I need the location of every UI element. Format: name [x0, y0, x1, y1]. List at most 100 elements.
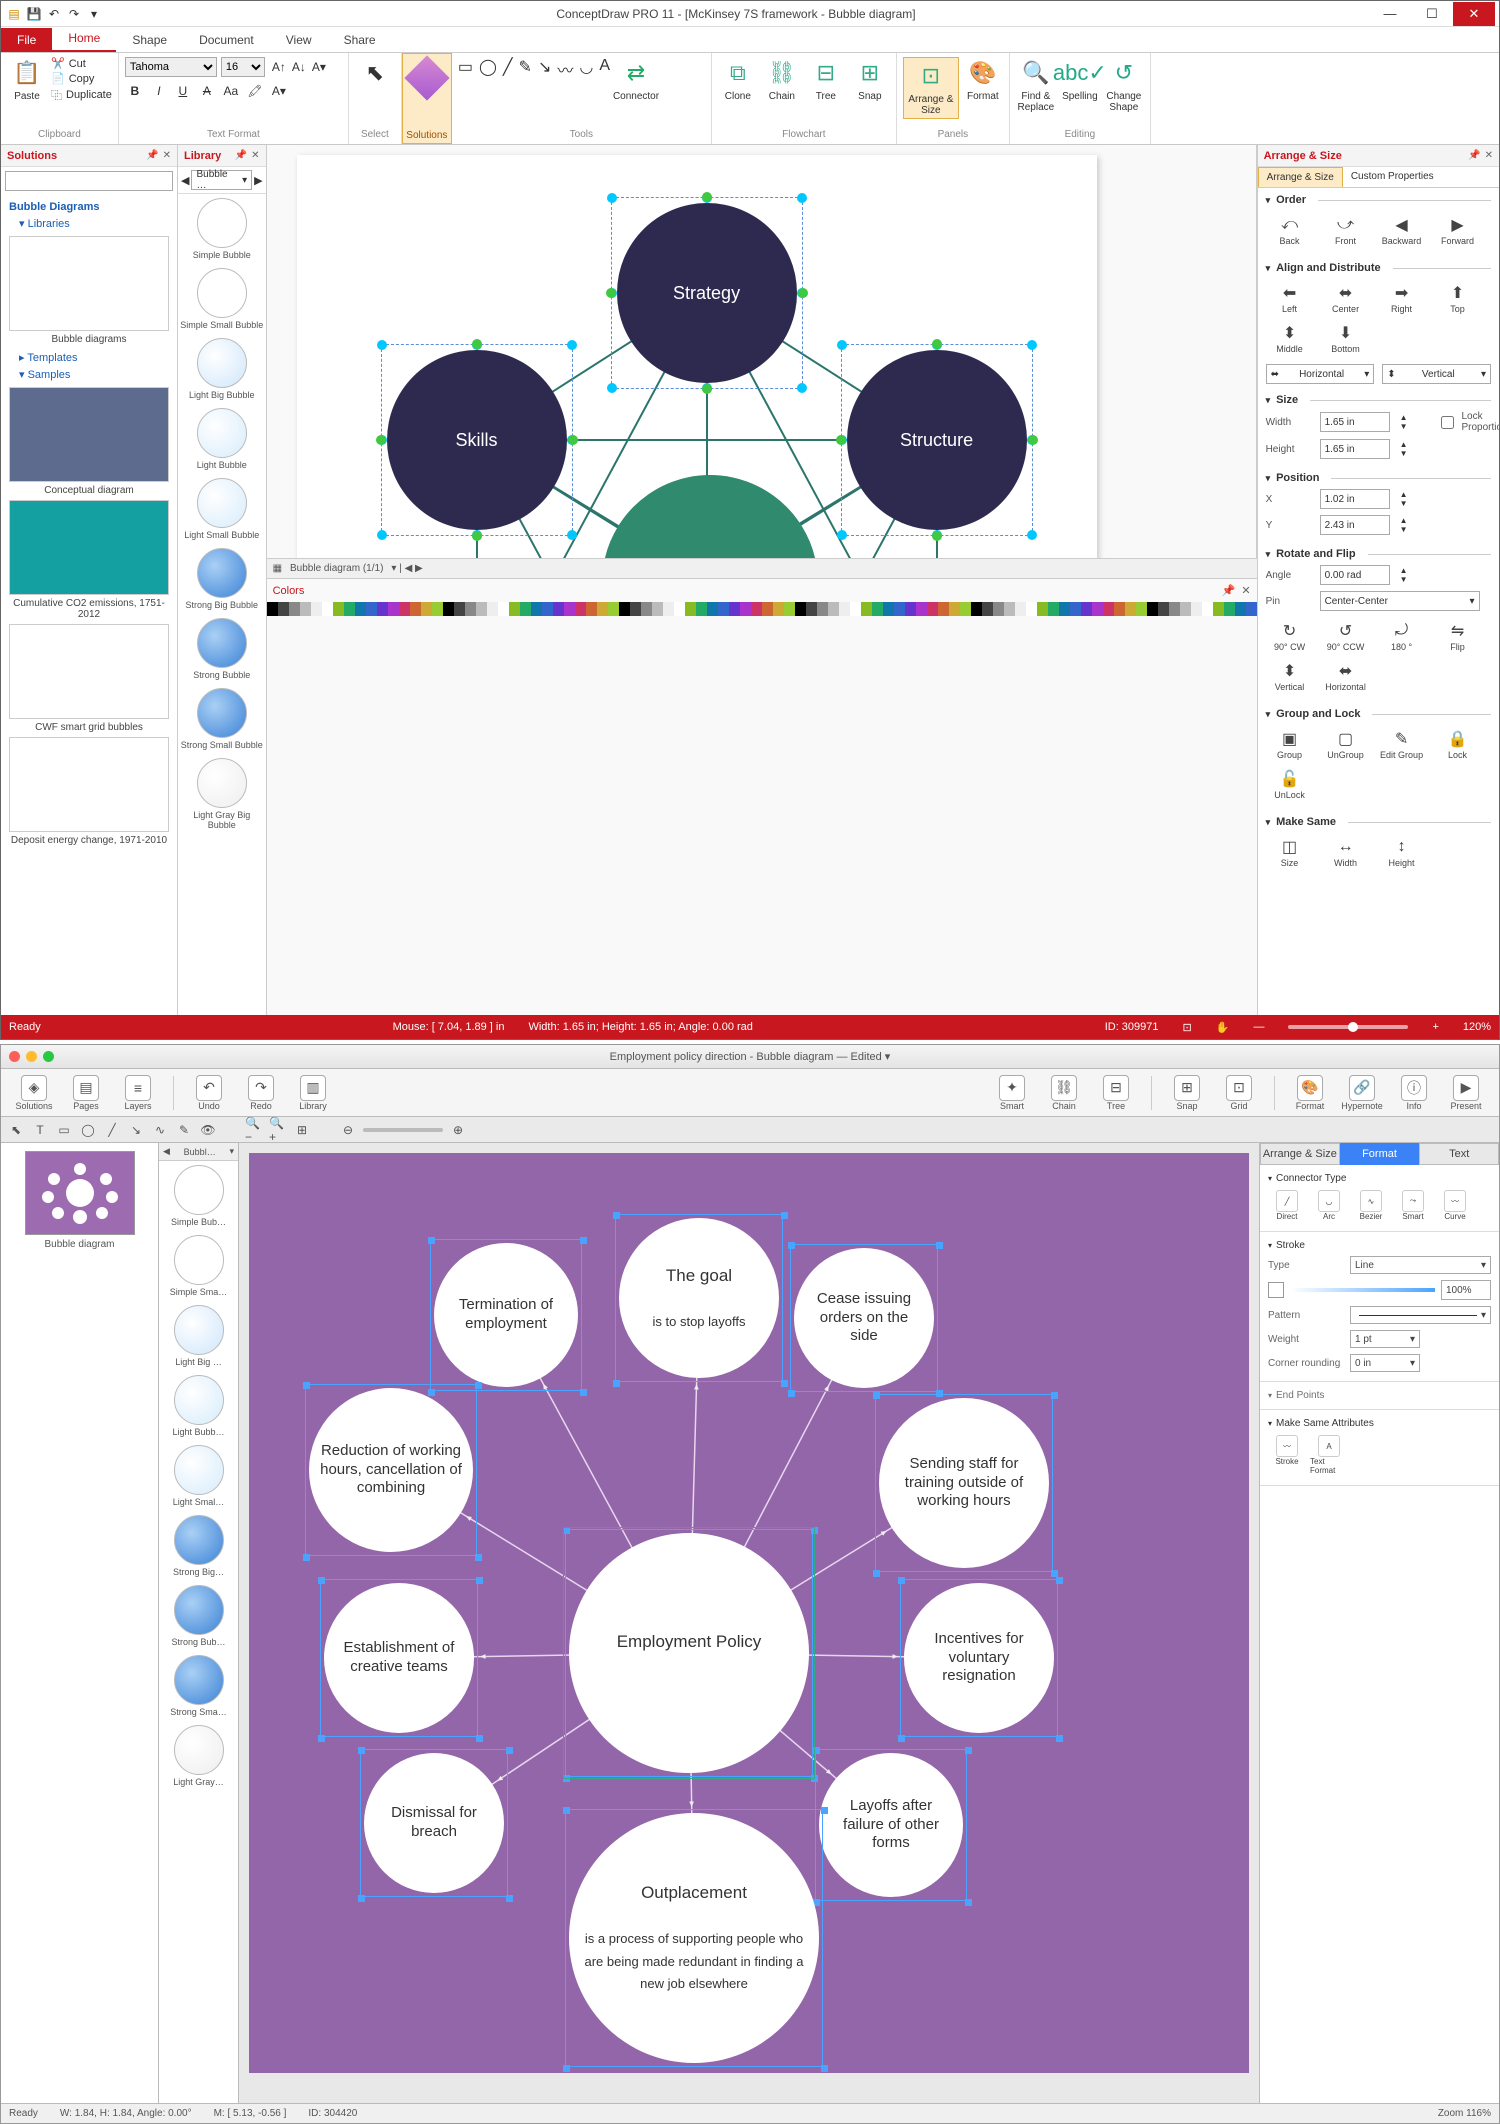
library-item[interactable]: Strong Big Bubble	[178, 544, 266, 614]
make-same-header[interactable]: Make Same	[1266, 814, 1491, 830]
palette-swatch[interactable]	[641, 602, 652, 616]
action-vertical[interactable]: ⬍Vertical	[1266, 660, 1314, 692]
shrink-font-icon[interactable]: A↓	[289, 57, 309, 77]
page-thumb[interactable]	[25, 1151, 135, 1235]
clone-button[interactable]: ⧉Clone	[718, 57, 758, 102]
tb-snap[interactable]: ⊞Snap	[1162, 1075, 1212, 1111]
chain-button[interactable]: ⛓Chain	[762, 57, 802, 102]
palette-swatch[interactable]	[355, 602, 366, 616]
tb-redo[interactable]: ↷Redo	[236, 1075, 286, 1111]
paste-button[interactable]: 📋Paste	[7, 57, 47, 102]
palette-swatch[interactable]	[927, 602, 938, 616]
palette-swatch[interactable]	[993, 602, 1004, 616]
palette-swatch[interactable]	[817, 602, 828, 616]
width-input[interactable]: 1.65 in	[1320, 412, 1390, 432]
action-flip[interactable]: ⇋Flip	[1434, 620, 1482, 652]
palette-swatch[interactable]	[696, 602, 707, 616]
group-solutions[interactable]: Solutions	[402, 53, 452, 144]
tool-cursor-icon[interactable]: ⬉	[7, 1121, 25, 1139]
palette-swatch[interactable]	[1213, 602, 1224, 616]
panel-close-icon[interactable]: ✕	[1485, 150, 1493, 161]
qat-save-icon[interactable]: 💾	[25, 5, 43, 23]
palette-swatch[interactable]	[894, 602, 905, 616]
palette-swatch[interactable]	[443, 602, 454, 616]
library-item[interactable]: Light Big …	[159, 1301, 238, 1371]
lib-prev-icon[interactable]: ◀	[181, 174, 189, 187]
action-backward[interactable]: ◀Backward	[1378, 214, 1426, 246]
palette-swatch[interactable]	[850, 602, 861, 616]
endpoints-header[interactable]: End Points	[1268, 1388, 1491, 1403]
palette-swatch[interactable]	[1048, 602, 1059, 616]
library-item[interactable]: Light Gray…	[159, 1721, 238, 1791]
mr-tab-text[interactable]: Text	[1419, 1143, 1499, 1165]
palette-swatch[interactable]	[366, 602, 377, 616]
library-item[interactable]: Light Smal…	[159, 1441, 238, 1511]
action-smart[interactable]: ⤳Smart	[1394, 1190, 1432, 1221]
library-item[interactable]: Strong Big…	[159, 1511, 238, 1581]
tool-pen-icon[interactable]: ✎	[175, 1121, 193, 1139]
tool-ellipse-icon[interactable]: ◯	[79, 1121, 97, 1139]
sample-thumb[interactable]: Cumulative CO2 emissions, 1751-2012	[9, 500, 169, 620]
tab-view[interactable]: View	[270, 28, 328, 52]
tb-undo[interactable]: ↶Undo	[184, 1075, 234, 1111]
group-lock-header[interactable]: Group and Lock	[1266, 706, 1491, 722]
cut-button[interactable]: ✂️Cut	[51, 57, 112, 70]
palette-swatch[interactable]	[839, 602, 850, 616]
action-arc[interactable]: ◡Arc	[1310, 1190, 1348, 1221]
mr-tab-arrange[interactable]: Arrange & Size	[1260, 1143, 1340, 1165]
palette-swatch[interactable]	[795, 602, 806, 616]
align-header[interactable]: Align and Distribute	[1266, 260, 1491, 276]
tab-document[interactable]: Document	[183, 28, 270, 52]
palette-swatch[interactable]	[608, 602, 619, 616]
close-icon[interactable]: ✕	[1241, 584, 1250, 597]
palette-swatch[interactable]	[806, 602, 817, 616]
mac-min-button[interactable]	[26, 1051, 37, 1062]
action-bottom[interactable]: ⬇Bottom	[1322, 322, 1370, 354]
tree-button[interactable]: ⊟Tree	[806, 57, 846, 102]
palette-swatch[interactable]	[630, 602, 641, 616]
action-top[interactable]: ⬆Top	[1434, 282, 1482, 314]
lib-dropdown[interactable]: Bubble …▾	[191, 170, 252, 190]
action-size[interactable]: ◫Size	[1266, 836, 1314, 868]
tab-file[interactable]: File	[1, 28, 52, 52]
palette-swatch[interactable]	[498, 602, 509, 616]
palette-swatch[interactable]	[1180, 602, 1191, 616]
palette-swatch[interactable]	[1114, 602, 1125, 616]
angle-input[interactable]: 0.00 rad	[1320, 565, 1390, 585]
align-v-dd[interactable]: ⬍ Vertical▾	[1382, 364, 1491, 384]
tb-format[interactable]: 🎨Format	[1285, 1075, 1335, 1111]
qat-more-icon[interactable]: ▾	[85, 5, 103, 23]
tree-libraries[interactable]: Libraries	[1, 215, 177, 232]
pattern-dd[interactable]: ▾	[1350, 1306, 1491, 1324]
palette-swatch[interactable]	[1191, 602, 1202, 616]
palette-swatch[interactable]	[1136, 602, 1147, 616]
action-horizontal[interactable]: ⬌Horizontal	[1322, 660, 1370, 692]
palette-swatch[interactable]	[322, 602, 333, 616]
tb-library[interactable]: ▥Library	[288, 1075, 338, 1111]
action-unlock[interactable]: 🔓UnLock	[1266, 768, 1314, 800]
action-edit-group[interactable]: ✎Edit Group	[1378, 728, 1426, 760]
tree-templates[interactable]: Templates	[1, 349, 177, 366]
action-middle[interactable]: ⬍Middle	[1266, 322, 1314, 354]
tab-shape[interactable]: Shape	[116, 28, 183, 52]
action-lock[interactable]: 🔒Lock	[1434, 728, 1482, 760]
tool-ellipse-icon[interactable]: ◯	[479, 57, 497, 77]
palette-swatch[interactable]	[509, 602, 520, 616]
palette-swatch[interactable]	[784, 602, 795, 616]
sample-thumb[interactable]: CWF smart grid bubbles	[9, 624, 169, 733]
sample-thumb[interactable]: Deposit energy change, 1971-2010	[9, 737, 169, 846]
tool-curve-icon[interactable]: 〰	[557, 57, 573, 81]
align-h-dd[interactable]: ⬌ Horizontal▾	[1266, 364, 1375, 384]
action-front[interactable]: ⤻Front	[1322, 214, 1370, 246]
palette-swatch[interactable]	[960, 602, 971, 616]
case-button[interactable]: Aa	[221, 81, 241, 101]
snap-button[interactable]: ⊞Snap	[850, 57, 890, 102]
change-shape-button[interactable]: ↺Change Shape	[1104, 57, 1144, 113]
tool-rect-icon[interactable]: ▭	[55, 1121, 73, 1139]
zoom-fit-icon[interactable]: ⊞	[293, 1121, 311, 1139]
corner-dd[interactable]: 0 in▾	[1350, 1354, 1420, 1372]
action-direct[interactable]: ╱Direct	[1268, 1190, 1306, 1221]
tool-connector-icon[interactable]: ↘	[538, 57, 551, 77]
palette-swatch[interactable]	[773, 602, 784, 616]
stroke-pct[interactable]: 100%	[1441, 1280, 1491, 1300]
